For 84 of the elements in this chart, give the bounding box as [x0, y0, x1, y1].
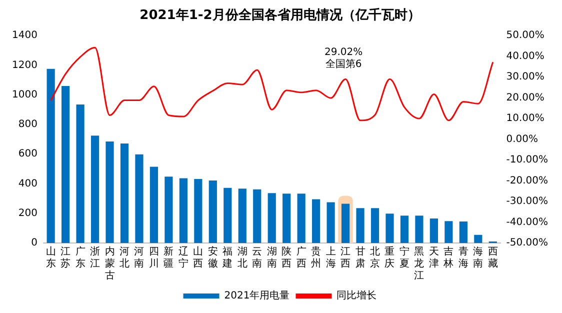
bar	[386, 214, 394, 243]
x-tick-label: 河北	[119, 246, 130, 270]
x-tick-label: 宁夏	[399, 246, 410, 270]
x-tick-label: 重庆	[384, 246, 395, 270]
bar	[224, 188, 232, 243]
legend-label: 同比增长	[336, 290, 377, 302]
x-tick-label: 江西	[340, 246, 351, 270]
bar	[459, 222, 468, 243]
x-tick-label: 黑龙江	[414, 246, 424, 282]
x-tick-label: 青海	[458, 246, 468, 270]
bar	[208, 180, 217, 243]
x-tick-label: 山西	[193, 246, 204, 270]
x-tick-label: 吉林	[442, 246, 454, 270]
y-tick-label: 1200	[12, 60, 38, 71]
x-tick-label: 西藏	[488, 246, 498, 270]
y2-tick-label: 40.00%	[506, 50, 544, 62]
y2-tick-label: 30.00%	[506, 72, 544, 83]
x-tick-label: 陕西	[282, 246, 292, 270]
y-tick-label: 800	[18, 119, 38, 130]
annotation: 29.02% 全国第6	[324, 47, 363, 70]
bar	[253, 189, 262, 243]
bar	[474, 234, 482, 243]
x-tick-label: 新疆	[164, 246, 174, 270]
x-tick-label: 福建	[222, 246, 233, 270]
x-tick-label: 河南	[134, 246, 144, 270]
x-tick-label: 内蒙古	[104, 246, 115, 282]
x-tick-label: 辽宁	[178, 246, 188, 270]
bar	[268, 193, 276, 243]
x-tick-label: 安徽	[208, 246, 218, 270]
x-tick-label: 海南	[473, 246, 484, 270]
bar	[62, 86, 70, 243]
line-series	[50, 46, 494, 122]
bar	[415, 216, 424, 243]
legend-label: 2021年用电量	[224, 290, 290, 302]
y-tick-label: 0	[31, 238, 38, 249]
x-tick-label: 甘肃	[355, 246, 366, 270]
bar	[150, 166, 158, 243]
bar	[106, 142, 114, 243]
bar	[46, 68, 55, 243]
y2-tick-label: 10.00%	[506, 113, 544, 124]
bar	[430, 218, 438, 243]
bar	[370, 208, 380, 243]
y2-tick-label: 20.00%	[506, 92, 544, 104]
y2-tick-label: 50.00%	[506, 30, 544, 42]
x-tick-label: 贵州	[311, 246, 322, 270]
x-tick-label: 浙江	[90, 246, 100, 270]
x-tick-label: 湖北	[237, 246, 248, 270]
y2-tick-label: -10.00%	[506, 154, 548, 166]
x-tick-label: 广东	[75, 246, 86, 270]
bar	[90, 136, 100, 243]
bar	[326, 202, 335, 243]
bar	[400, 216, 409, 243]
bar	[120, 143, 129, 243]
y-tick-label: 200	[18, 208, 38, 219]
bar	[135, 154, 144, 243]
x-tick-label: 山东	[46, 246, 56, 270]
bar	[164, 176, 173, 243]
bar	[282, 194, 291, 243]
chart-title: 2021年1-2月份全国各省用电情况（亿千瓦时）	[140, 7, 420, 24]
bar	[76, 104, 84, 243]
bar	[297, 194, 306, 243]
y2-tick-label: 0.00%	[506, 134, 538, 145]
x-tick-label: 广西	[296, 246, 306, 270]
bar	[356, 208, 364, 243]
bar	[444, 221, 453, 243]
x-tick-label: 北京	[370, 246, 380, 270]
y2-tick-label: -50.00%	[506, 238, 548, 249]
y2-tick-label: -20.00%	[506, 175, 548, 186]
bar	[194, 179, 202, 243]
y-tick-label: 400	[18, 178, 38, 190]
x-tick-label: 上海	[326, 246, 336, 270]
bar	[238, 188, 246, 243]
y-tick-label: 1000	[12, 89, 38, 100]
x-tick-label: 湖南	[266, 246, 277, 270]
x-tick-label: 天津	[428, 246, 439, 270]
x-tick-label: 江苏	[60, 246, 71, 270]
y-tick-label: 1400	[12, 30, 38, 42]
bar	[312, 199, 320, 243]
x-tick-label: 四川	[148, 246, 159, 270]
y2-tick-label: -30.00%	[506, 196, 548, 208]
bar	[179, 178, 188, 243]
y2-tick-label: -40.00%	[506, 216, 548, 228]
x-tick-label: 云南	[252, 246, 262, 270]
y-tick-label: 600	[18, 148, 38, 160]
